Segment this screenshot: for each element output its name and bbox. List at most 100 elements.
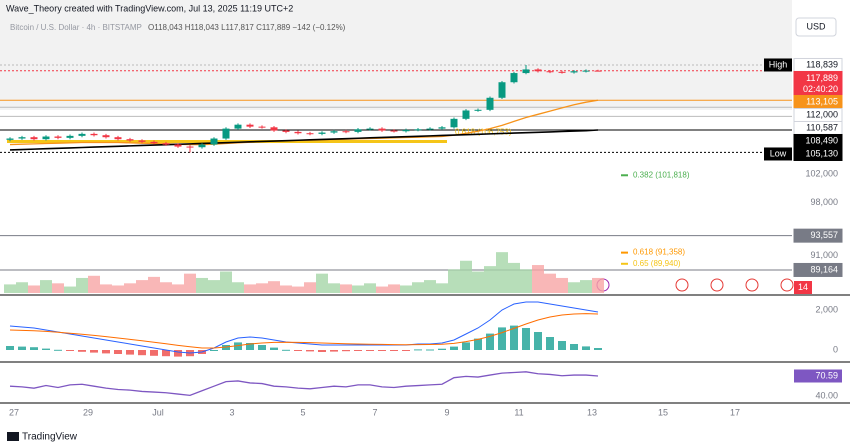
macd-histogram	[462, 342, 470, 350]
volume-bar	[28, 285, 40, 293]
volume-bar	[4, 284, 16, 293]
volume-bar	[424, 280, 436, 293]
volume-bar	[100, 284, 112, 293]
candle-body	[594, 70, 602, 72]
macd-histogram	[258, 345, 266, 350]
macd-histogram	[270, 347, 278, 350]
price-label-box	[793, 146, 843, 161]
volume-bar	[88, 275, 100, 293]
price-label: 112,000	[806, 109, 838, 119]
rsi-line	[9, 371, 599, 397]
candle-body	[282, 130, 290, 132]
price-label-box	[793, 228, 843, 243]
candle-body	[90, 133, 98, 136]
volume-bar	[208, 280, 220, 293]
macd-histogram	[30, 347, 38, 350]
x-tick-label: 17	[730, 407, 740, 417]
macd-histogram	[54, 349, 62, 351]
candle-body	[318, 132, 326, 134]
macd-histogram	[546, 337, 554, 350]
candle-body	[258, 126, 266, 128]
currency[interactable]: USD	[806, 21, 826, 31]
volume-bar	[40, 280, 52, 293]
macd-histogram	[306, 350, 314, 352]
volume-label: 14	[798, 282, 808, 292]
x-tick-label: Jul	[152, 407, 164, 417]
volume-bar	[448, 269, 460, 293]
y-tick-label: 0	[833, 344, 838, 354]
candle-body	[66, 135, 74, 138]
candle-body	[402, 129, 410, 132]
candle-body	[306, 133, 314, 135]
candle-body	[18, 137, 26, 139]
background-band	[0, 0, 792, 110]
candle-body	[438, 127, 446, 129]
candle-body	[150, 141, 158, 144]
price-label: 105,130	[805, 148, 838, 158]
price-tag: Low	[770, 148, 787, 158]
volume-bar	[508, 262, 520, 293]
fib-label: 0.382 (101,818)	[633, 170, 690, 179]
candle-body	[354, 129, 362, 132]
candle-body	[498, 82, 506, 98]
volume-bar	[568, 282, 580, 293]
volume-bar	[76, 277, 88, 293]
candle-body	[234, 124, 242, 129]
macd-histogram	[78, 350, 86, 352]
macd-histogram	[342, 350, 350, 352]
volume-bar	[436, 283, 448, 293]
volume-bar	[484, 266, 496, 293]
volume-bar	[520, 269, 532, 293]
volume-bar	[16, 282, 28, 293]
moving-average	[9, 129, 599, 151]
macd-histogram	[534, 332, 542, 350]
candle-body	[546, 71, 554, 73]
macd-histogram	[354, 350, 362, 351]
volume-bar	[352, 285, 364, 293]
price-label: 117,889	[806, 73, 838, 83]
x-tick-label: 5	[300, 407, 305, 417]
candle-body	[426, 128, 434, 130]
volume-bar	[244, 284, 256, 293]
volume-bar	[580, 280, 592, 293]
volume-bar	[592, 277, 604, 293]
event-icon	[710, 278, 724, 292]
volume-bar	[124, 283, 136, 293]
candle-body	[198, 144, 206, 148]
volume-bar	[232, 282, 244, 293]
x-tick-label: 29	[83, 407, 93, 417]
price-label: 113,105	[806, 96, 838, 106]
candle-body	[330, 131, 338, 133]
candle-body	[222, 128, 230, 139]
candle-body	[450, 118, 458, 128]
macd-histogram	[594, 348, 602, 350]
volume-bar	[256, 283, 268, 293]
volume-bar	[400, 285, 412, 293]
macd-histogram	[282, 349, 290, 351]
candle-body	[294, 131, 302, 134]
volume-bar	[340, 284, 352, 293]
y-tick-label: 2,000	[815, 304, 838, 314]
volume-bar	[556, 277, 568, 293]
countdown: 02:40:20	[803, 84, 838, 94]
candle-body	[582, 70, 590, 72]
candle-body	[534, 69, 542, 72]
macd-histogram	[390, 350, 398, 351]
currency-button[interactable]	[795, 17, 837, 37]
candle-body	[570, 71, 578, 73]
price-label: 98,000	[810, 197, 838, 207]
fib-label: 0.618 (106,753)	[455, 128, 512, 137]
price-label: 91,000	[810, 250, 838, 260]
candle-body	[246, 124, 254, 127]
macd-histogram	[90, 350, 98, 353]
macd-histogram	[66, 350, 74, 351]
volume-bar	[148, 276, 160, 293]
volume-bar	[136, 280, 148, 293]
candle-body	[42, 136, 50, 140]
candle-body	[6, 138, 14, 140]
candle-body	[366, 128, 374, 130]
event-icons	[596, 278, 794, 292]
price-label: 110,587	[806, 122, 838, 132]
candle-body	[414, 129, 422, 131]
